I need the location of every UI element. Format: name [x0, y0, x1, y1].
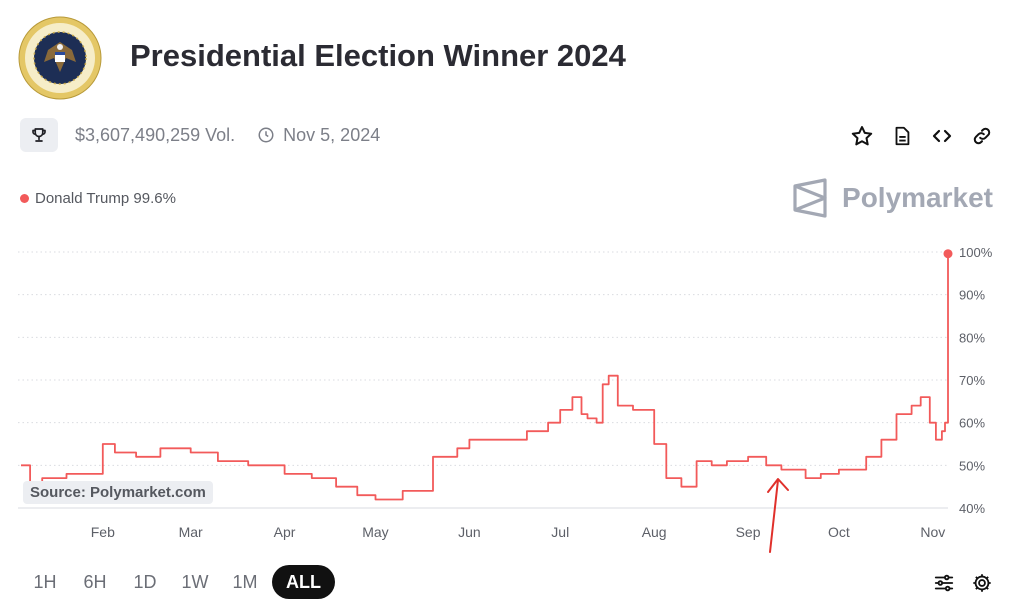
x-tick-label: Jul — [551, 524, 569, 540]
tab-6h[interactable]: 6H — [83, 571, 107, 592]
tab-1w[interactable]: 1W — [181, 571, 209, 592]
x-axis-ticks: Feb Mar Apr May Jun Jul Aug Sep Oct Nov — [91, 524, 946, 540]
copy-link-button[interactable] — [969, 123, 995, 149]
x-tick-label: Nov — [920, 524, 945, 540]
legend-label: Donald Trump 99.6% — [35, 190, 176, 207]
polymarket-logo-icon — [793, 178, 827, 218]
sliders-icon — [934, 574, 954, 592]
document-icon — [895, 126, 910, 146]
chart-legend: Donald Trump 99.6% — [20, 190, 176, 207]
tab-1h[interactable]: 1H — [33, 571, 57, 592]
presidential-seal-icon — [18, 16, 102, 100]
star-icon — [851, 126, 873, 146]
legend-dot — [20, 194, 29, 203]
y-tick-label: 90% — [959, 288, 985, 303]
annotation-layer — [767, 478, 789, 553]
x-tick-label: Oct — [828, 524, 850, 540]
settings-button[interactable] — [969, 570, 995, 596]
x-tick-label: Mar — [179, 524, 203, 540]
code-embed-icon — [932, 129, 952, 143]
x-tick-label: Aug — [642, 524, 667, 540]
x-tick-label: Apr — [274, 524, 296, 540]
polymarket-watermark: Polymarket — [792, 178, 993, 218]
star-button[interactable] — [849, 123, 875, 149]
tab-all[interactable]: ALL — [272, 565, 335, 599]
tab-1m[interactable]: 1M — [232, 571, 258, 592]
trophy-badge — [20, 118, 58, 152]
y-axis-ticks: 40% 50% 60% 70% 80% 90% 100% — [959, 245, 993, 516]
y-tick-label: 40% — [959, 501, 985, 516]
clock-icon — [258, 127, 274, 143]
document-button[interactable] — [889, 123, 915, 149]
y-tick-label: 100% — [959, 245, 993, 260]
page-title: Presidential Election Winner 2024 — [130, 38, 626, 73]
action-bar — [849, 123, 995, 149]
filters-button[interactable] — [931, 570, 957, 596]
volume-text: $3,607,490,259 Vol. — [75, 124, 236, 145]
time-range-tabs: 1H 6H 1D 1W 1M ALL — [22, 565, 335, 599]
embed-button[interactable] — [929, 123, 955, 149]
date-text: Nov 5, 2024 — [283, 124, 381, 145]
annotation-arrow-shaft — [769, 479, 779, 553]
brand-name: Polymarket — [842, 182, 993, 213]
x-tick-label: May — [362, 524, 388, 540]
y-tick-label: 60% — [959, 416, 985, 431]
source-label: Source: Polymarket.com — [23, 481, 213, 504]
y-tick-label: 80% — [959, 330, 985, 345]
y-tick-label: 50% — [959, 458, 985, 473]
x-tick-label: Jun — [458, 524, 481, 540]
trophy-icon — [32, 128, 46, 142]
chart-controls — [931, 570, 995, 596]
series-line-0 — [21, 253, 949, 501]
annotation-arrow-head — [767, 478, 789, 493]
end-date: Nov 5, 2024 — [257, 125, 380, 146]
x-tick-label: Sep — [736, 524, 761, 540]
tab-1d[interactable]: 1D — [133, 571, 157, 592]
market-meta: $3,607,490,259 Vol. Nov 5, 2024 — [20, 118, 380, 152]
gear-icon — [973, 574, 991, 592]
series-endpoint — [943, 249, 953, 259]
y-tick-label: 70% — [959, 373, 985, 388]
series-layer — [21, 249, 953, 501]
grid-lines — [18, 251, 948, 509]
x-tick-label: Feb — [91, 524, 115, 540]
link-icon — [973, 127, 991, 145]
price-chart[interactable]: 40% 50% 60% 70% 80% 90% 100% Feb Mar Apr May Jun Ju… — [0, 230, 1017, 560]
